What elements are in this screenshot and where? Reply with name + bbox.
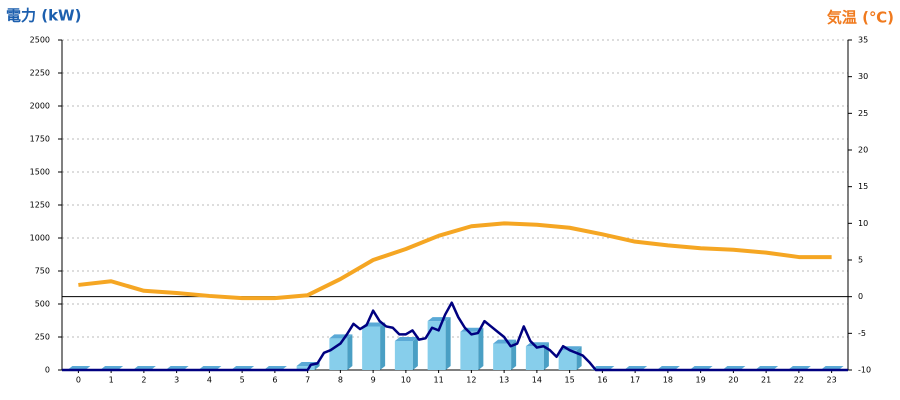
y2-tick-label: 30 <box>858 72 868 81</box>
bar-top <box>394 336 418 341</box>
x-tick-label: 4 <box>207 376 212 385</box>
y-tick-label: 750 <box>35 267 50 276</box>
y-tick-label: 250 <box>35 333 50 342</box>
x-tick-label: 22 <box>794 376 804 385</box>
y-axis-title: 電力 (kW) <box>6 7 81 25</box>
bar-side <box>478 327 484 370</box>
y2-tick-label: 10 <box>858 219 868 228</box>
y2-tick-label: -5 <box>858 329 866 338</box>
y2-tick-label: 5 <box>858 256 863 265</box>
bar-side <box>445 317 451 370</box>
x-tick-label: 3 <box>174 376 179 385</box>
y-tick-label: 1500 <box>30 168 50 177</box>
x-tick-label: 20 <box>728 376 738 385</box>
y-tick-label: 1750 <box>30 135 50 144</box>
bar-front <box>394 340 413 370</box>
bar-top <box>493 339 517 344</box>
y-tick-label: 2500 <box>30 36 50 45</box>
bar-front <box>525 346 544 370</box>
y2-tick-label: 0 <box>858 292 863 301</box>
x-tick-label: 16 <box>597 376 607 385</box>
bar-side <box>511 339 517 370</box>
y-tick-label: 2000 <box>30 102 50 111</box>
x-tick-label: 8 <box>338 376 343 385</box>
x-tick-label: 18 <box>663 376 673 385</box>
x-tick-label: 5 <box>240 376 245 385</box>
bar-side <box>412 336 418 370</box>
y2-axis-title: 気温 (℃) <box>827 9 894 27</box>
y-tick-label: 2250 <box>30 69 50 78</box>
x-tick-label: 0 <box>76 376 81 385</box>
x-tick-label: 1 <box>109 376 114 385</box>
x-tick-label: 11 <box>434 376 444 385</box>
bar-front <box>558 350 577 370</box>
y-tick-label: 0 <box>45 366 50 375</box>
bar-front <box>296 366 315 370</box>
x-tick-label: 15 <box>565 376 575 385</box>
line <box>62 301 848 372</box>
x-tick-label: 23 <box>827 376 837 385</box>
bar-front <box>493 343 512 370</box>
x-tick-label: 13 <box>499 376 509 385</box>
x-tick-label: 7 <box>305 376 310 385</box>
x-tick-label: 2 <box>141 376 146 385</box>
y2-tick-label: 25 <box>858 109 868 118</box>
x-tick-label: 10 <box>401 376 411 385</box>
bar-side <box>347 334 353 370</box>
y-tick-label: 1250 <box>30 201 50 210</box>
x-tick-label: 9 <box>371 376 376 385</box>
bar-front <box>460 331 479 370</box>
y-tick-label: 500 <box>35 300 50 309</box>
x-tick-label: 6 <box>272 376 277 385</box>
x-tick-label: 14 <box>532 376 542 385</box>
bar-front <box>362 326 381 370</box>
bar-front <box>329 338 348 370</box>
x-tick-label: 21 <box>761 376 771 385</box>
x-tick-label: 19 <box>696 376 706 385</box>
bar-front <box>427 321 446 370</box>
x-tick-label: 17 <box>630 376 640 385</box>
x-tick-label: 12 <box>466 376 476 385</box>
y2-tick-label: 20 <box>858 146 868 155</box>
y2-tick-label: 35 <box>858 36 868 45</box>
line <box>78 221 832 301</box>
y2-tick-label: 15 <box>858 182 868 191</box>
bar-side <box>380 322 386 370</box>
y-tick-label: 1000 <box>30 234 50 243</box>
bar-side <box>576 346 582 370</box>
y2-tick-label: -10 <box>858 366 871 375</box>
